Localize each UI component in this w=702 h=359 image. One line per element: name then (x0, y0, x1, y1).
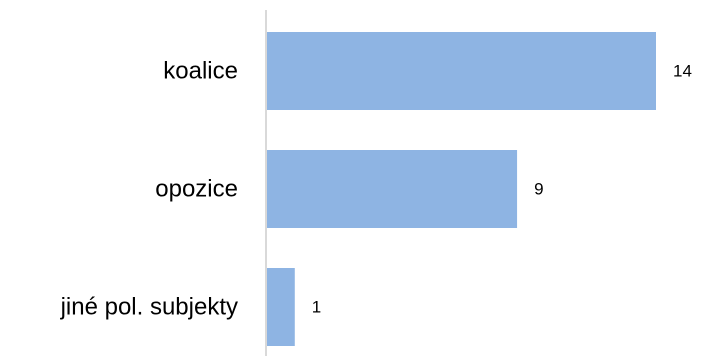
category-label-1: opozice (155, 176, 238, 203)
data-label-0: 14 (673, 62, 692, 81)
category-label-2: jiné pol. subjekty (60, 294, 238, 321)
bar-group (267, 32, 656, 346)
data-label-1: 9 (534, 180, 543, 199)
bar-2 (267, 268, 295, 346)
bar-0 (267, 32, 656, 110)
bar-1 (267, 150, 518, 228)
data-label-2: 1 (312, 298, 321, 317)
category-label-0: koalice (163, 58, 238, 85)
label-group: koalice 14 opozice 9 jiné pol. subjekty 1 (60, 58, 692, 321)
